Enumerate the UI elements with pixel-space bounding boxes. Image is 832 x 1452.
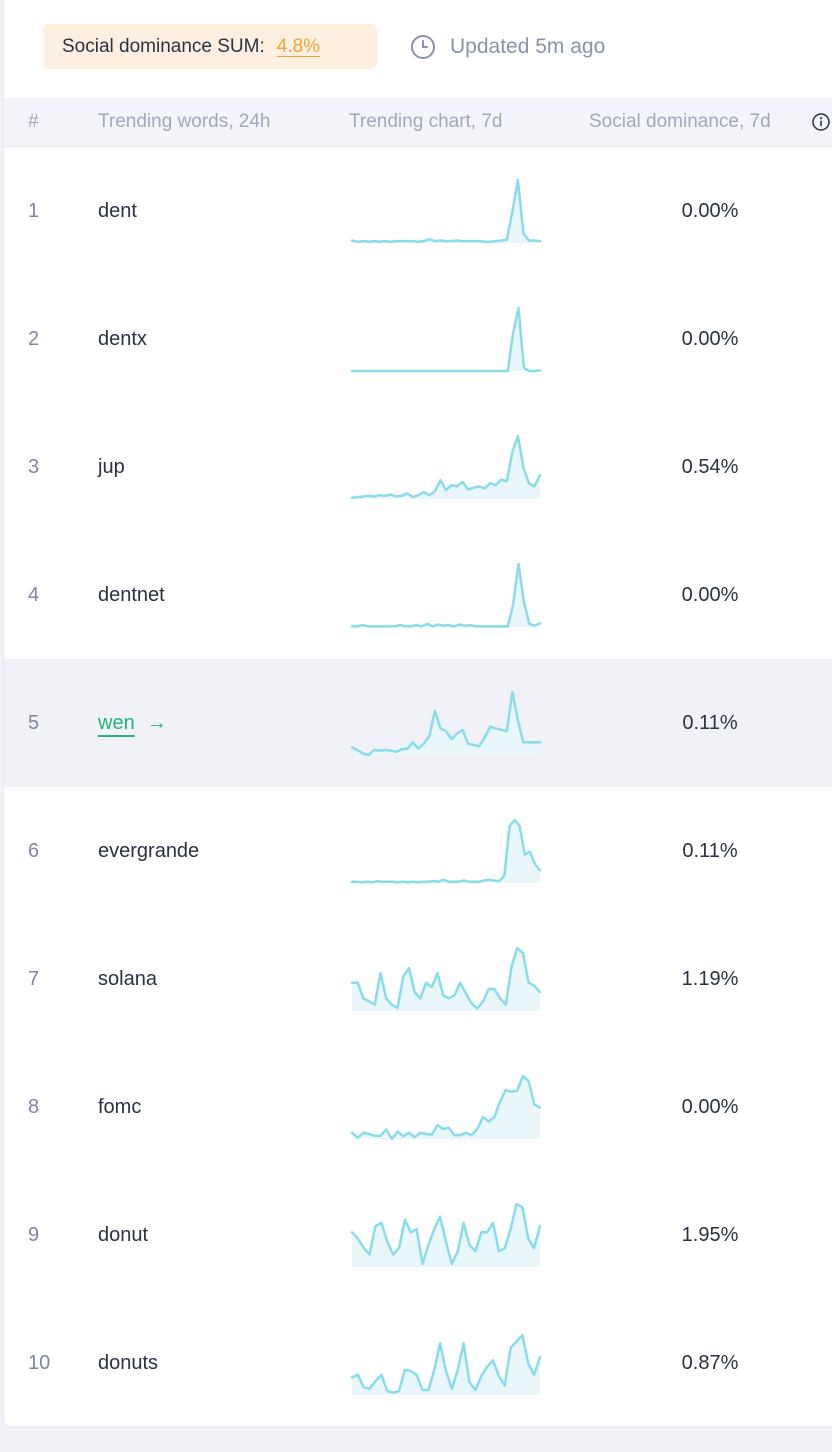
trending-word-link[interactable]: solana: [98, 915, 157, 1043]
sparkline-area: [352, 1076, 540, 1139]
sparkline-area: [352, 820, 540, 883]
trending-word-link[interactable]: dentnet: [98, 531, 165, 659]
row-rank: 9: [28, 1224, 40, 1246]
trending-sparkline: [350, 178, 542, 243]
trending-sparkline: [350, 306, 542, 373]
row-rank: 1: [28, 200, 40, 222]
sparkline-line: [350, 306, 542, 373]
trending-word-link[interactable]: evergrande: [98, 787, 199, 915]
trending-words-card: Social dominance SUM: 4.8% Updated 5m ag…: [3, 0, 832, 1427]
table-row[interactable]: 6 evergrande 0.11%: [4, 787, 832, 915]
row-rank: 8: [28, 1096, 40, 1118]
social-dominance-sum-badge: Social dominance SUM: 4.8%: [43, 24, 377, 69]
trending-sparkline: [350, 1333, 542, 1395]
table-row[interactable]: 4 dentnet 0.00%: [4, 531, 832, 659]
sparkline-area: [352, 180, 540, 243]
row-rank: 7: [28, 968, 40, 990]
table-header: # Trending words, 24h Trending chart, 7d…: [4, 98, 832, 147]
column-header-rank: #: [28, 111, 39, 132]
table-row[interactable]: 5 wen → 0.11%: [4, 659, 832, 787]
row-rank: 10: [28, 1352, 51, 1374]
sparkline-line: [350, 818, 542, 884]
sum-label: Social dominance SUM:: [62, 35, 265, 57]
sparkline-area: [352, 1335, 540, 1395]
row-rank: 2: [28, 328, 40, 350]
sparkline-area: [352, 948, 540, 1011]
social-dominance-value: 1.95%: [681, 1224, 739, 1246]
social-dominance-value: 0.87%: [681, 1352, 739, 1374]
trending-sparkline: [350, 946, 542, 1011]
sum-value-link[interactable]: 4.8%: [276, 35, 321, 57]
trending-sparkline: [350, 434, 542, 499]
social-dominance-value: 0.54%: [681, 456, 739, 478]
sparkline-line: [350, 434, 542, 499]
arrow-right-icon: →: [146, 712, 167, 734]
trending-word-link[interactable]: dentx: [98, 275, 147, 403]
sparkline-area: [352, 692, 540, 755]
row-rank: 3: [28, 456, 40, 478]
sparkline-line: [350, 1333, 542, 1394]
social-dominance-value: 0.00%: [681, 328, 739, 350]
table-row[interactable]: 10 donuts 0.87%: [4, 1299, 832, 1427]
sparkline-area: [352, 308, 540, 371]
row-rank: 5: [28, 712, 40, 734]
column-header-chart[interactable]: Trending chart, 7d: [349, 111, 503, 132]
info-icon[interactable]: [812, 113, 830, 131]
sparkline-area: [352, 1204, 540, 1267]
trending-word-text: dentnet: [98, 584, 165, 606]
table-row[interactable]: 9 donut 1.95%: [4, 1171, 832, 1299]
trending-word-link[interactable]: dent: [98, 147, 137, 275]
trending-sparkline: [350, 1202, 542, 1267]
row-rank: 6: [28, 840, 40, 862]
table-row[interactable]: 8 fomc 0.00%: [4, 1043, 832, 1171]
trending-sparkline: [350, 562, 542, 628]
table-row[interactable]: 1 dent 0.00%: [4, 147, 832, 275]
sparkline-line: [350, 946, 542, 1010]
table-row[interactable]: 7 solana 1.19%: [4, 915, 832, 1043]
table-row[interactable]: 2 dentx 0.00%: [4, 275, 832, 403]
social-dominance-value: 0.00%: [681, 200, 739, 222]
updated-text: Updated 5m ago: [450, 34, 606, 58]
trending-word-text: donut: [98, 1224, 149, 1246]
trending-word-text: evergrande: [98, 840, 200, 862]
sparkline-line: [350, 178, 542, 243]
table-row[interactable]: 3 jup 0.54%: [4, 403, 832, 531]
row-rank: 4: [28, 584, 40, 606]
trending-word-text: solana: [98, 968, 157, 990]
sparkline-line: [350, 1074, 542, 1141]
clock-icon: [411, 34, 435, 59]
trending-word-text: dent: [98, 200, 137, 222]
trending-sparkline: [350, 690, 542, 757]
social-dominance-value: 0.11%: [682, 840, 738, 862]
social-dominance-value: 0.00%: [681, 584, 739, 606]
sparkline-line: [350, 690, 542, 757]
trending-word-text: wen: [98, 712, 135, 734]
sparkline-area: [352, 436, 540, 499]
trending-sparkline: [350, 818, 542, 884]
trending-word-text: jup: [98, 456, 125, 478]
column-header-words[interactable]: Trending words, 24h: [98, 111, 271, 132]
social-dominance-value: 1.19%: [681, 968, 739, 990]
column-header-dominance[interactable]: Social dominance, 7d: [589, 111, 771, 132]
trending-word-text: dentx: [98, 328, 147, 350]
trending-word-link[interactable]: donuts: [98, 1299, 158, 1427]
sparkline-area: [352, 564, 540, 627]
sparkline-line: [350, 1202, 542, 1266]
social-dominance-value: 0.00%: [681, 1096, 739, 1118]
trending-word-text: donuts: [98, 1352, 159, 1374]
trending-word-link[interactable]: fomc: [98, 1043, 141, 1171]
trending-word-text: fomc: [98, 1096, 142, 1118]
trending-sparkline: [350, 1074, 542, 1141]
trending-word-link[interactable]: wen →: [98, 659, 167, 787]
top-bar: Social dominance SUM: 4.8% Updated 5m ag…: [4, 0, 832, 98]
updated-status: Updated 5m ago: [410, 24, 605, 69]
social-dominance-value: 0.11%: [682, 712, 738, 734]
sparkline-line: [350, 562, 542, 628]
trending-word-link[interactable]: donut: [98, 1171, 148, 1299]
trending-word-link[interactable]: jup: [98, 403, 125, 531]
